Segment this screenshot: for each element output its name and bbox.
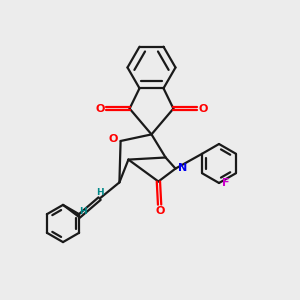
Text: N: N — [178, 163, 188, 173]
Text: O: O — [108, 134, 118, 145]
Text: H: H — [96, 188, 104, 197]
Text: H: H — [79, 207, 87, 216]
Text: O: O — [155, 206, 165, 216]
Text: O: O — [95, 103, 105, 114]
Text: F: F — [222, 178, 230, 188]
Text: O: O — [198, 103, 208, 114]
